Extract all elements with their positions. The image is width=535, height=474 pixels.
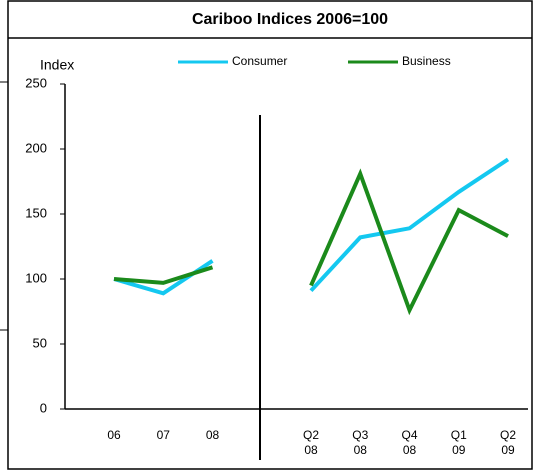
legend-label: Business xyxy=(402,54,451,68)
x-tick-label: 08 xyxy=(205,428,220,442)
chart-title: Cariboo Indices 2006=100 xyxy=(192,11,388,28)
series-line xyxy=(113,265,214,285)
legend-label: Consumer xyxy=(232,54,287,68)
x-tick-label: Q3 08 xyxy=(352,428,369,457)
series-line xyxy=(309,157,510,293)
y-tick-label: 50 xyxy=(33,335,47,350)
x-tick-label: 06 xyxy=(107,428,121,442)
y-tick-label: 150 xyxy=(25,205,47,220)
x-tick-label: 07 xyxy=(156,428,170,442)
x-tick-label: Q4 08 xyxy=(401,428,418,457)
y-tick-label: 0 xyxy=(40,400,47,415)
series-line xyxy=(113,259,214,296)
frame xyxy=(7,0,533,470)
y-tick-label: 200 xyxy=(25,140,47,155)
y-axis-title: Index xyxy=(40,57,74,73)
y-tick-label: 250 xyxy=(25,75,47,90)
y-tick-label: 100 xyxy=(25,270,47,285)
x-tick-label: Q2 08 xyxy=(302,428,319,457)
x-tick-label: Q1 09 xyxy=(450,428,467,457)
series-line xyxy=(309,168,509,316)
x-tick-label: Q2 09 xyxy=(499,428,516,457)
